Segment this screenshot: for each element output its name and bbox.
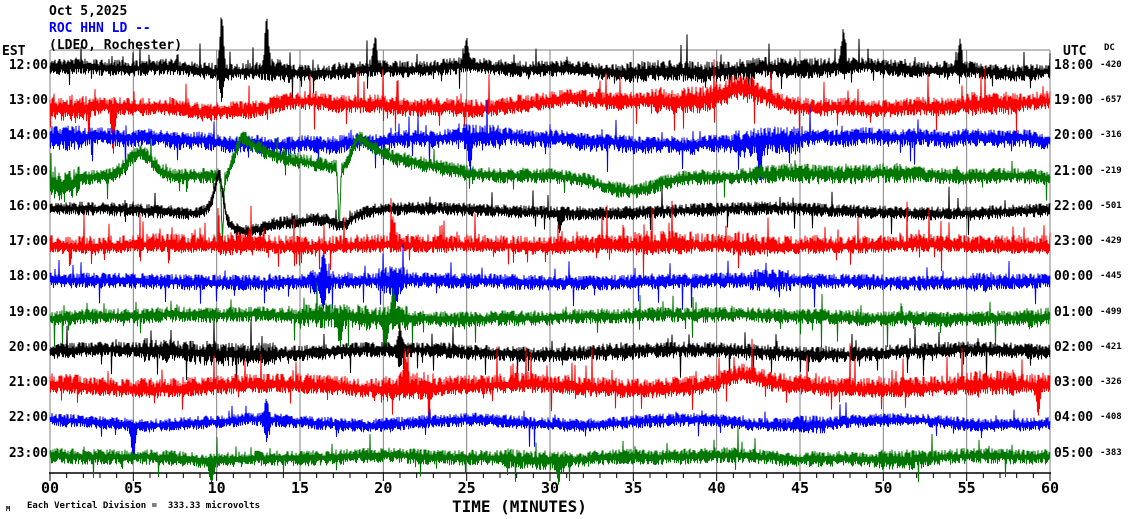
est-time-label: 12:00 (8, 57, 48, 73)
dc-offset-value: -408 (1100, 412, 1122, 423)
x-tick-label: 00 (40, 479, 60, 497)
x-tick-label: 10 (207, 479, 226, 497)
trace-2100 (49, 338, 1051, 428)
est-time-label: 14:00 (8, 128, 48, 144)
est-time-label: 19:00 (8, 304, 48, 320)
trace-2000 (49, 317, 1051, 391)
x-tick-label: 05 (124, 479, 143, 497)
utc-time-label: 18:00 (1054, 57, 1094, 73)
utc-time-label: 05:00 (1054, 445, 1094, 461)
x-tick-label: 60 (1040, 479, 1060, 497)
trace-1700 (49, 198, 1051, 281)
utc-time-label: 22:00 (1054, 198, 1094, 214)
utc-time-label: 21:00 (1054, 163, 1094, 179)
station-location: (LDEO, Rochester) (49, 38, 183, 53)
x-tick-label: 50 (874, 479, 893, 497)
est-time-label: 18:00 (8, 269, 48, 285)
x-tick-label: 55 (957, 479, 976, 497)
dc-offset-value: -499 (1100, 306, 1122, 317)
traces (49, 17, 1051, 485)
est-time-label: 17:00 (8, 234, 48, 250)
dc-offset-value: -326 (1100, 377, 1122, 388)
station-title: ROC HHN LD -- (49, 21, 151, 36)
dc-offset-value: -383 (1100, 447, 1122, 458)
utc-time-label: 00:00 (1054, 269, 1094, 285)
x-tick-label: 40 (707, 479, 726, 497)
x-tick-label: 25 (457, 479, 476, 497)
est-time-label: 13:00 (8, 93, 48, 109)
trace-2200 (49, 398, 1051, 459)
trace-1400 (49, 100, 1051, 181)
x-tick-label: 45 (790, 479, 810, 497)
est-time-label: 21:00 (8, 375, 48, 391)
scale-note: Each Vertical Division = 333.33 microvol… (27, 501, 260, 511)
x-tick-label: 15 (290, 479, 310, 497)
x-tick-label: 35 (624, 479, 643, 497)
utc-axis-header: UTC (1063, 44, 1087, 59)
utc-time-label: 19:00 (1054, 93, 1094, 109)
est-time-label: 15:00 (8, 163, 48, 179)
trace-1300 (49, 59, 1051, 154)
utc-time-label: 02:00 (1054, 339, 1094, 355)
x-tick-label: 30 (540, 479, 560, 497)
utc-time-label: 01:00 (1054, 304, 1094, 320)
est-time-label: 22:00 (8, 410, 48, 426)
header-date: Oct 5,2025 (49, 4, 128, 19)
utc-time-label: 23:00 (1054, 234, 1094, 250)
dc-offset-value: -219 (1100, 165, 1122, 176)
maker-mark-icon: M (6, 505, 11, 513)
dc-offset-value: -420 (1100, 59, 1122, 70)
x-tick-label: 20 (374, 479, 393, 497)
est-time-label: 20:00 (8, 339, 48, 355)
trace-1900 (49, 282, 1051, 355)
dc-offset-value: -421 (1100, 341, 1122, 352)
dc-offset-value: -501 (1100, 200, 1122, 211)
x-axis-ticks (49, 472, 1051, 481)
est-time-label: 23:00 (8, 445, 48, 461)
utc-time-label: 20:00 (1054, 128, 1094, 144)
dc-offset-value: -657 (1100, 95, 1122, 106)
dc-offset-value: -316 (1100, 130, 1122, 141)
dc-offset-value: -429 (1100, 236, 1122, 247)
dc-offset-value: -445 (1100, 271, 1122, 282)
x-axis-title: TIME (MINUTES) (452, 497, 587, 516)
utc-time-label: 04:00 (1054, 410, 1094, 426)
trace-2300 (49, 427, 1051, 485)
est-axis-header: EST (2, 44, 26, 59)
grid (49, 49, 1051, 473)
trace-1600 (49, 169, 1051, 247)
dc-column-header: DC (1104, 43, 1115, 53)
trace-1800 (49, 243, 1051, 316)
est-time-label: 16:00 (8, 198, 48, 214)
trace-1200 (49, 17, 1051, 102)
utc-time-label: 03:00 (1054, 375, 1094, 391)
